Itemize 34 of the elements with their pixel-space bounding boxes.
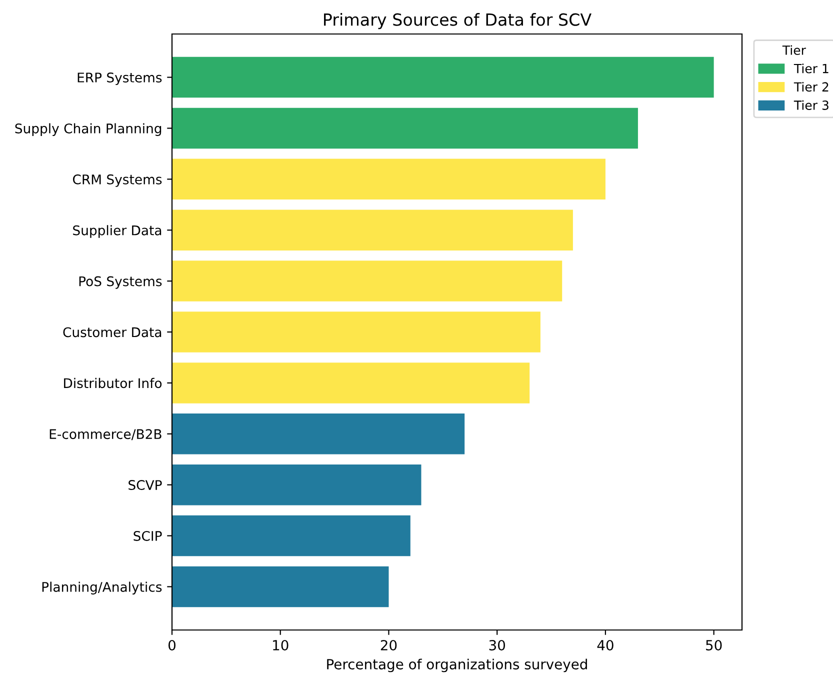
y-tick-label: PoS Systems <box>79 276 162 289</box>
bar <box>172 464 422 506</box>
y-tick-label: Distributor Info <box>64 378 162 388</box>
bar <box>172 362 530 404</box>
bar <box>172 260 562 302</box>
legend-title: Tier <box>782 45 806 55</box>
bar <box>172 56 714 98</box>
y-tick-label: Supplier Data <box>73 225 162 238</box>
y-tick-label: Customer Data <box>63 327 162 338</box>
bar <box>172 312 540 352</box>
x-tick-label: 0 <box>168 640 176 650</box>
y-tick-label: CRM Systems <box>72 174 162 187</box>
x-axis-title: Percentage of organizations surveyed <box>327 658 587 672</box>
legend-label: Tier 1 <box>794 64 828 74</box>
bar <box>172 414 465 454</box>
x-tick-label: 20 <box>380 640 397 650</box>
bar <box>172 210 573 250</box>
x-tick-label: 30 <box>489 640 506 650</box>
y-tick-label: E-commerce/B2B <box>50 429 162 440</box>
x-tick-label: 50 <box>706 640 722 650</box>
chart-title: Primary Sources of Data for SCV <box>324 13 592 30</box>
y-tick-label: ERP Systems <box>78 72 162 86</box>
bar <box>172 515 410 556</box>
x-tick-label: 10 <box>273 640 288 650</box>
legend-label: Tier 2 <box>794 82 828 92</box>
bar <box>172 158 606 200</box>
y-tick-label: Planning/Analytics <box>42 582 162 594</box>
bar <box>172 566 389 608</box>
legend-label: Tier 3 <box>794 100 828 110</box>
y-tick-label: Supply Chain Planning <box>15 123 162 136</box>
y-tick-label: SCVP <box>128 480 162 490</box>
y-tick-label: SCIP <box>134 530 162 541</box>
x-tick-label: 40 <box>597 640 614 650</box>
bar <box>172 108 638 149</box>
